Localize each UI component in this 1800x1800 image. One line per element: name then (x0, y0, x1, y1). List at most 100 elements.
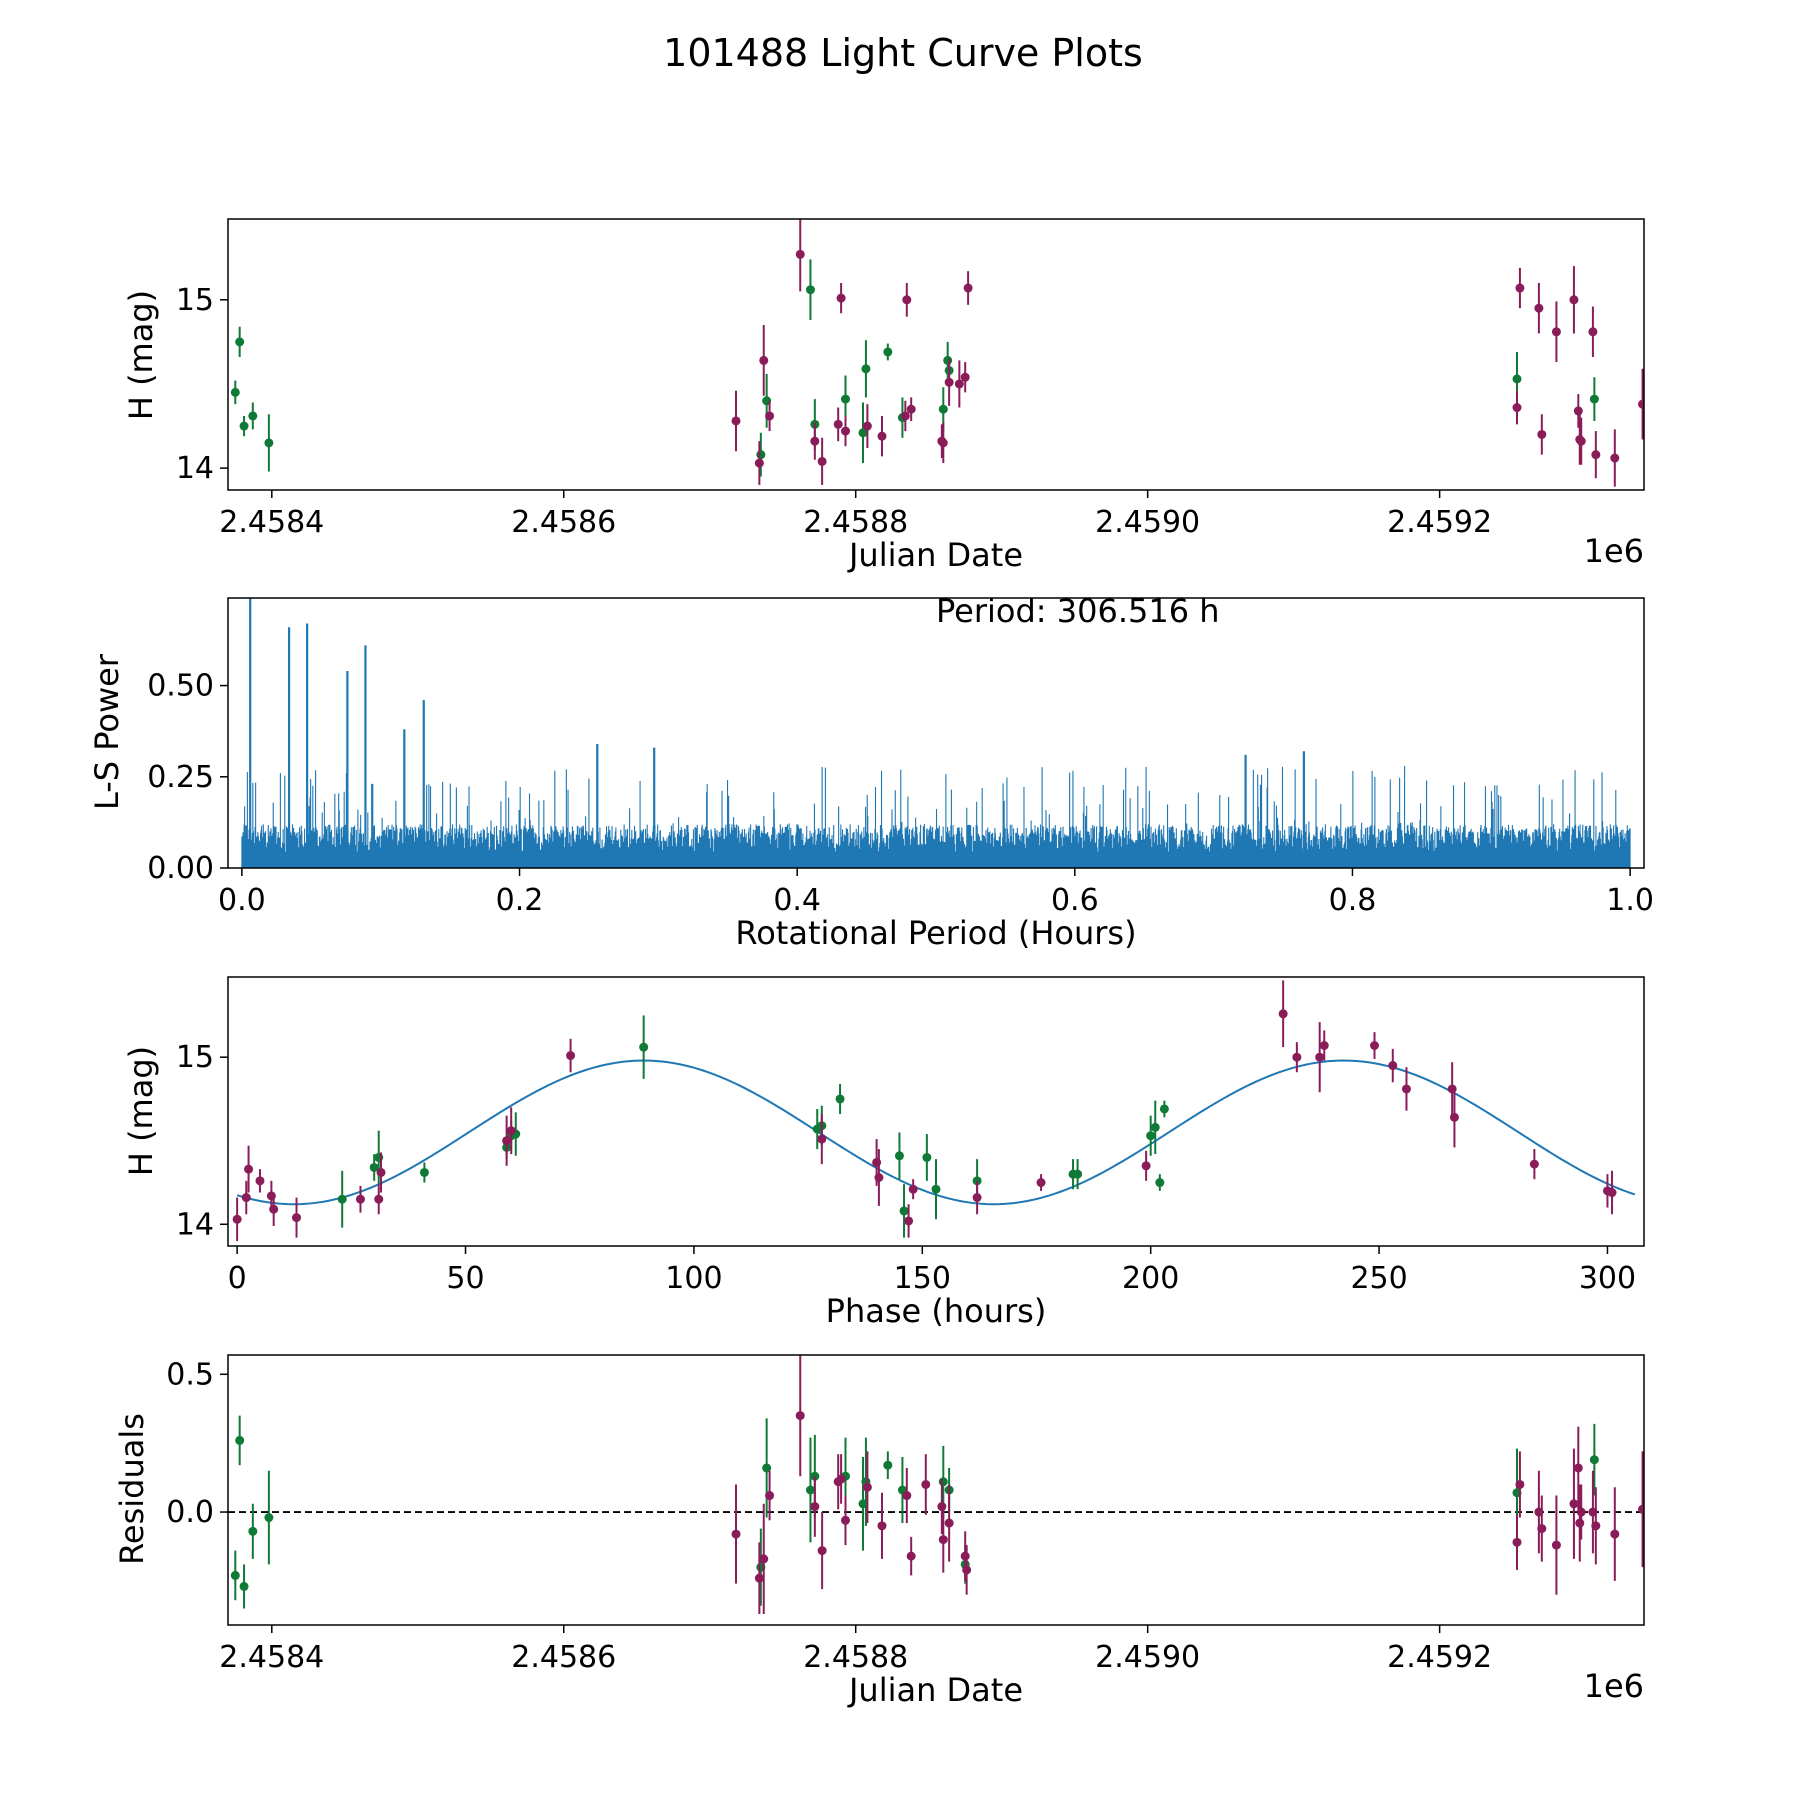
data-point-filter_b (883, 1460, 893, 1470)
x-axis-label: Rotational Period (Hours) (735, 914, 1136, 952)
x-axis-label: Julian Date (847, 1671, 1023, 1709)
data-point-filter_a (1607, 1188, 1617, 1198)
x-tick-label: 300 (1579, 1261, 1636, 1296)
axes-frame (227, 976, 1645, 1247)
data-point-filter_b (931, 1184, 941, 1194)
data-point-filter_a (938, 1535, 948, 1545)
data-point-filter_a (944, 377, 954, 387)
data-point-filter_a (938, 438, 948, 448)
data-point-filter_a (972, 1193, 982, 1203)
data-point-filter_b (858, 428, 868, 438)
data-point-filter_a (759, 355, 769, 365)
data-point-filter_b (419, 1167, 429, 1177)
x-tick-label: 2.4586 (511, 505, 616, 540)
data-point-filter_a (1591, 1521, 1601, 1531)
data-point-filter_a (817, 1134, 827, 1144)
x-tick-label: 2.4586 (511, 1640, 616, 1675)
axes-frame (227, 218, 1645, 491)
data-point-filter_a (506, 1126, 516, 1136)
data-point-filter_b (762, 1463, 772, 1473)
data-point-filter_a (962, 1565, 972, 1575)
data-point-filter_b (239, 421, 249, 431)
data-point-filter_a (1551, 327, 1561, 337)
data-point-filter_a (355, 1194, 365, 1204)
data-point-filter_b (1150, 1122, 1160, 1132)
data-point-filter_a (1401, 1084, 1411, 1094)
x-tick-label: 2.4592 (1387, 1640, 1492, 1675)
data-point-filter_a (1537, 1524, 1547, 1534)
data-point-filter_b (1146, 1131, 1156, 1141)
data-point-filter_a (1141, 1161, 1151, 1171)
data-point-filter_a (731, 1529, 741, 1539)
data-point-filter_a (1515, 283, 1525, 293)
data-point-filter_a (817, 456, 827, 466)
x-tick-label: 2.4584 (219, 1640, 324, 1675)
data-point-filter_b (264, 1513, 274, 1523)
data-point-filter_b (639, 1042, 649, 1052)
x-tick-label: 0.0 (218, 883, 266, 918)
data-point-filter_a (754, 1573, 764, 1583)
x-tick-label: 0.4 (773, 883, 821, 918)
y-tick-label: 0.5 (166, 1357, 214, 1392)
x-tick-label: 100 (665, 1261, 722, 1296)
data-point-filter_a (840, 1515, 850, 1525)
data-point-filter_a (241, 1193, 251, 1203)
y-tick-label: 0.25 (147, 760, 214, 795)
data-point-filter_a (908, 1184, 918, 1194)
y-axis-label: L-S Power (88, 653, 126, 810)
data-point-filter_a (944, 1518, 954, 1528)
data-point-filter_b (938, 404, 948, 414)
x-tick-label: 2.4588 (803, 505, 908, 540)
data-points-group (232, 980, 1617, 1241)
y-axis-label: H (mag) (122, 1046, 160, 1176)
data-point-filter_b (264, 438, 274, 448)
data-point-filter_a (1638, 1504, 1644, 1514)
data-point-filter_a (1569, 295, 1579, 305)
x-tick-label: 50 (446, 1261, 484, 1296)
x-axis-label: Julian Date (847, 536, 1023, 574)
data-point-filter_a (1315, 1052, 1325, 1062)
x-offset-label: 1e6 (1584, 1667, 1644, 1705)
data-point-filter_b (235, 337, 245, 347)
data-point-filter_a (1591, 450, 1601, 460)
x-tick-label: 250 (1350, 1261, 1407, 1296)
y-tick-label: 15 (176, 1040, 214, 1075)
axes-frame (227, 1354, 1645, 1626)
data-point-filter_a (1551, 1540, 1561, 1550)
data-point-filter_a (1449, 1112, 1459, 1122)
data-point-filter_a (244, 1164, 254, 1174)
data-point-filter_a (566, 1051, 576, 1061)
data-point-filter_b (840, 394, 850, 404)
chart-panel-residuals: 2.4584 2.4586 2.4588 2.4590 2.4592 0.0 0.5 Juli… (113, 1354, 1645, 1709)
data-point-filter_a (1638, 399, 1644, 409)
data-point-filter_a (1036, 1178, 1046, 1188)
figure-title: 101488 Light Curve Plots (663, 31, 1143, 75)
x-tick-label: 0.2 (496, 883, 544, 918)
data-point-filter_b (861, 364, 871, 374)
data-point-filter_a (1576, 436, 1586, 446)
x-tick-label: 0 (228, 1261, 247, 1296)
data-point-filter_a (937, 1502, 947, 1512)
y-axis-label: H (mag) (122, 290, 160, 420)
data-point-filter_a (1370, 1041, 1380, 1051)
data-point-filter_b (1159, 1104, 1169, 1114)
data-point-filter_a (731, 416, 741, 426)
x-tick-label: 150 (894, 1261, 951, 1296)
data-point-filter_a (1573, 406, 1583, 416)
data-point-filter_a (374, 1194, 384, 1204)
data-point-filter_b (835, 1094, 845, 1104)
data-point-filter_a (1534, 303, 1544, 313)
x-axis-label: Phase (hours) (826, 1292, 1047, 1330)
data-point-filter_a (817, 1546, 827, 1556)
data-point-filter_b (248, 1526, 258, 1536)
data-point-filter_a (840, 426, 850, 436)
data-point-filter_a (1512, 403, 1522, 413)
data-point-filter_a (900, 411, 910, 421)
data-point-filter_a (1512, 1537, 1522, 1547)
data-point-filter_a (376, 1167, 386, 1177)
data-points-group (230, 1355, 1644, 1614)
data-point-filter_a (1588, 327, 1598, 337)
data-point-filter_a (921, 1479, 931, 1489)
data-point-filter_b (230, 387, 240, 397)
